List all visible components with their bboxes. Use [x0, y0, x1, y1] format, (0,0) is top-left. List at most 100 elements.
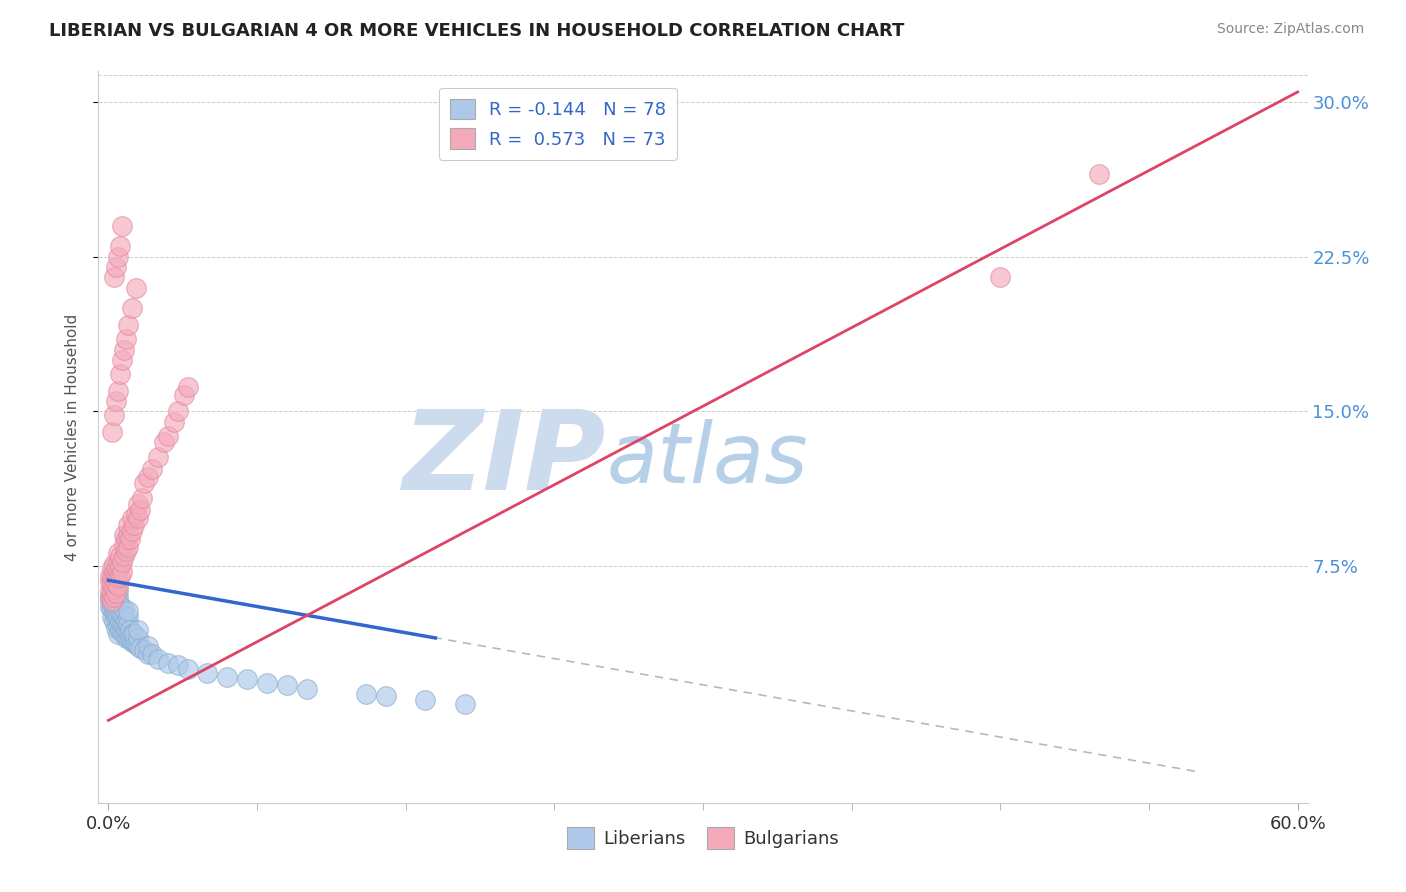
Point: [129, 641, 152, 656]
Point: [101, 590, 124, 604]
Point: [103, 615, 125, 629]
Point: [110, 598, 132, 612]
Point: [132, 476, 155, 491]
Point: [107, 583, 129, 598]
Point: [125, 637, 148, 651]
Point: [173, 388, 195, 402]
Point: [127, 497, 149, 511]
Point: [117, 318, 139, 332]
Point: [121, 301, 143, 316]
Point: [98, 594, 121, 608]
Point: [110, 569, 132, 583]
Point: [115, 544, 138, 558]
Point: [107, 384, 129, 398]
Point: [112, 528, 135, 542]
Point: [132, 643, 155, 657]
Text: atlas: atlas: [606, 418, 808, 500]
Point: [354, 687, 377, 701]
Point: [1088, 167, 1111, 181]
Point: [163, 415, 186, 429]
Point: [197, 665, 219, 680]
Point: [125, 281, 148, 295]
Point: [105, 561, 128, 575]
Point: [107, 627, 129, 641]
Point: [117, 541, 139, 555]
Point: [103, 557, 125, 571]
Point: [146, 450, 169, 464]
Point: [153, 435, 176, 450]
Point: [111, 565, 134, 579]
Point: [105, 394, 128, 409]
Point: [166, 404, 188, 418]
Point: [122, 635, 145, 649]
Point: [115, 623, 138, 637]
Point: [112, 618, 135, 632]
Point: [110, 368, 132, 382]
Point: [105, 569, 128, 583]
Point: [103, 585, 125, 599]
Point: [115, 631, 138, 645]
Point: [107, 579, 129, 593]
Point: [111, 219, 134, 233]
Point: [120, 631, 142, 645]
Point: [103, 606, 125, 620]
Point: [111, 608, 134, 623]
Point: [105, 598, 128, 612]
Point: [103, 409, 125, 423]
Point: [98, 590, 121, 604]
Point: [117, 610, 139, 624]
Point: [110, 606, 132, 620]
Point: [105, 621, 128, 635]
Y-axis label: 4 or more Vehicles in Household: 4 or more Vehicles in Household: [65, 313, 80, 561]
Point: [117, 528, 139, 542]
Point: [236, 672, 259, 686]
Point: [101, 574, 124, 588]
Point: [103, 600, 125, 615]
Point: [110, 239, 132, 253]
Point: [101, 561, 124, 575]
Point: [117, 517, 139, 532]
Point: [112, 549, 135, 563]
Point: [988, 270, 1011, 285]
Point: [141, 648, 163, 662]
Point: [112, 627, 135, 641]
Point: [101, 569, 124, 583]
Point: [127, 639, 149, 653]
Point: [256, 676, 278, 690]
Point: [415, 693, 437, 707]
Point: [117, 624, 139, 639]
Point: [112, 602, 135, 616]
Point: [107, 563, 129, 577]
Point: [117, 631, 139, 645]
Point: [112, 610, 135, 624]
Point: [127, 623, 149, 637]
Point: [112, 343, 135, 357]
Point: [295, 682, 318, 697]
Point: [105, 590, 128, 604]
Point: [107, 596, 129, 610]
Point: [101, 602, 124, 616]
Point: [107, 250, 129, 264]
Legend: Liberians, Bulgarians: Liberians, Bulgarians: [560, 820, 846, 856]
Point: [98, 583, 121, 598]
Point: [101, 610, 124, 624]
Point: [117, 616, 139, 631]
Point: [112, 538, 135, 552]
Point: [107, 577, 129, 591]
Point: [122, 517, 145, 532]
Point: [136, 648, 159, 662]
Point: [103, 574, 125, 588]
Point: [110, 615, 132, 629]
Point: [217, 670, 239, 684]
Text: LIBERIAN VS BULGARIAN 4 OR MORE VEHICLES IN HOUSEHOLD CORRELATION CHART: LIBERIAN VS BULGARIAN 4 OR MORE VEHICLES…: [49, 22, 904, 40]
Point: [454, 697, 477, 711]
Point: [111, 624, 134, 639]
Point: [105, 604, 128, 618]
Point: [105, 577, 128, 591]
Point: [131, 491, 153, 505]
Point: [127, 511, 149, 525]
Point: [121, 511, 143, 525]
Point: [176, 662, 198, 676]
Point: [98, 600, 121, 615]
Point: [105, 610, 128, 624]
